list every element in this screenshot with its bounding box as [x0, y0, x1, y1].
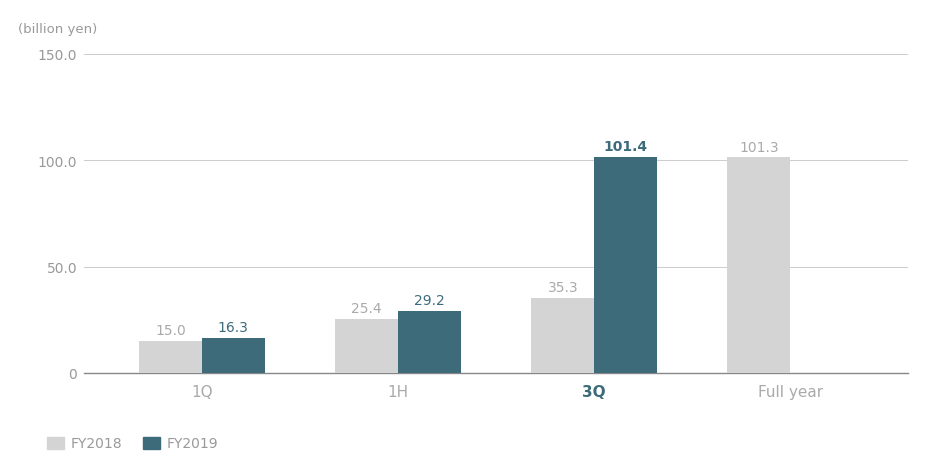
Bar — [398, 311, 461, 373]
Text: 15.0: 15.0 — [155, 324, 186, 338]
Text: 101.3: 101.3 — [739, 140, 779, 154]
Text: 29.2: 29.2 — [414, 293, 445, 307]
Text: 25.4: 25.4 — [351, 301, 382, 315]
Bar — [594, 158, 657, 373]
Text: 16.3: 16.3 — [218, 321, 249, 335]
Bar — [202, 339, 265, 373]
Legend: FY2018, FY2019: FY2018, FY2019 — [42, 431, 225, 455]
Bar — [139, 341, 202, 373]
Text: 35.3: 35.3 — [548, 280, 578, 294]
Bar — [727, 158, 790, 373]
Text: 101.4: 101.4 — [604, 140, 648, 154]
Bar — [335, 319, 398, 373]
Text: (billion yen): (billion yen) — [19, 22, 97, 35]
Bar — [532, 298, 594, 373]
